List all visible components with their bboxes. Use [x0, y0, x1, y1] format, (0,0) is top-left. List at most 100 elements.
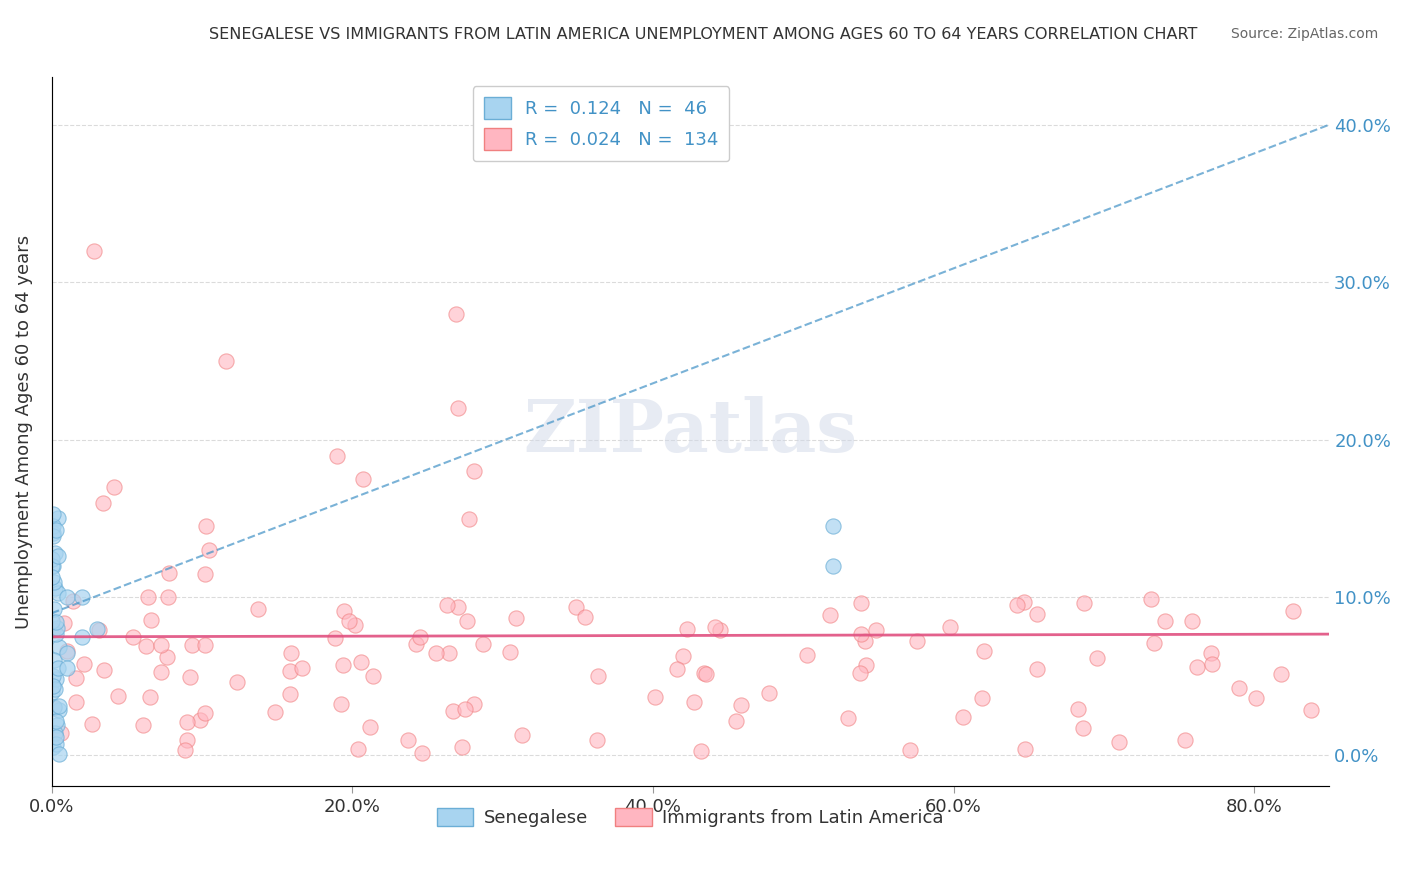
Point [565, 599, 588, 614]
Point [44, 545, 66, 559]
Point [905, 633, 928, 648]
Point [86, 622, 108, 636]
Point [215, 354, 238, 368]
Point [55, 591, 77, 605]
Point [855, 658, 877, 673]
Point [291, 661, 314, 675]
Point [55, 661, 77, 675]
Point [337, 614, 360, 628]
Point [450, 739, 472, 754]
Point [44, 726, 66, 740]
Point [853, 634, 876, 648]
Point [87, 623, 110, 637]
Point [42, 653, 65, 667]
Point [56, 644, 79, 658]
Point [457, 511, 479, 525]
Point [41, 615, 63, 629]
Point [278, 665, 301, 679]
Point [644, 690, 666, 704]
Text: SENEGALESE VS IMMIGRANTS FROM LATIN AMERICA UNEMPLOYMENT AMONG AGES 60 TO 64 YEA: SENEGALESE VS IMMIGRANTS FROM LATIN AMER… [209, 27, 1197, 42]
Point [53, 616, 76, 631]
Point [1174, 733, 1197, 747]
Point [181, 638, 204, 652]
Point [45, 714, 67, 728]
Point [1199, 646, 1222, 660]
Point [865, 623, 887, 637]
Point [1085, 651, 1108, 665]
Point [350, 655, 373, 669]
Point [65, 695, 87, 709]
Point [149, 665, 172, 679]
Point [676, 622, 699, 636]
Point [405, 637, 427, 651]
Point [1229, 681, 1251, 695]
Point [453, 702, 475, 716]
Point [44, 581, 66, 595]
Y-axis label: Unemployment Among Ages 60 to 64 years: Unemployment Among Ages 60 to 64 years [15, 235, 32, 629]
Point [396, 733, 419, 747]
Point [1108, 734, 1130, 748]
Point [48, 703, 70, 717]
Point [1154, 614, 1177, 628]
Point [280, 646, 302, 660]
Point [41, 570, 63, 584]
Point [359, 720, 381, 734]
Point [849, 596, 872, 610]
Point [174, 743, 197, 757]
Point [693, 666, 716, 681]
Point [849, 626, 872, 640]
Point [574, 609, 596, 624]
Point [1140, 591, 1163, 606]
Point [156, 649, 179, 664]
Point [325, 632, 347, 646]
Point [188, 713, 211, 727]
Point [1181, 614, 1204, 628]
Point [45, 737, 67, 751]
Point [352, 472, 374, 486]
Point [42, 602, 65, 616]
Point [179, 670, 201, 684]
Point [505, 611, 527, 625]
Point [149, 638, 172, 652]
Point [823, 558, 845, 573]
Point [436, 599, 458, 613]
Point [73, 657, 96, 671]
Point [225, 674, 247, 689]
Point [80, 717, 103, 731]
Point [132, 718, 155, 732]
Point [42, 525, 65, 540]
Point [46, 549, 69, 563]
Point [44, 681, 66, 696]
Point [425, 646, 447, 660]
Point [823, 519, 845, 533]
Point [93, 663, 115, 677]
Point [42, 507, 65, 521]
Point [1073, 596, 1095, 610]
Point [725, 714, 748, 728]
Point [411, 746, 433, 760]
Point [49, 726, 72, 740]
Point [586, 669, 609, 683]
Point [820, 607, 842, 622]
Point [91, 496, 114, 510]
Point [42, 518, 65, 533]
Point [107, 689, 129, 703]
Point [409, 630, 432, 644]
Point [695, 666, 717, 681]
Point [671, 648, 693, 663]
Point [45, 672, 67, 686]
Point [194, 519, 217, 533]
Point [41, 623, 63, 637]
Point [41, 559, 63, 574]
Point [136, 590, 159, 604]
Point [441, 704, 464, 718]
Point [70, 591, 93, 605]
Point [447, 401, 470, 416]
Point [141, 613, 163, 627]
Point [1067, 701, 1090, 715]
Point [42, 700, 65, 714]
Point [46, 718, 69, 732]
Point [900, 743, 922, 757]
Point [194, 638, 217, 652]
Point [42, 558, 65, 573]
